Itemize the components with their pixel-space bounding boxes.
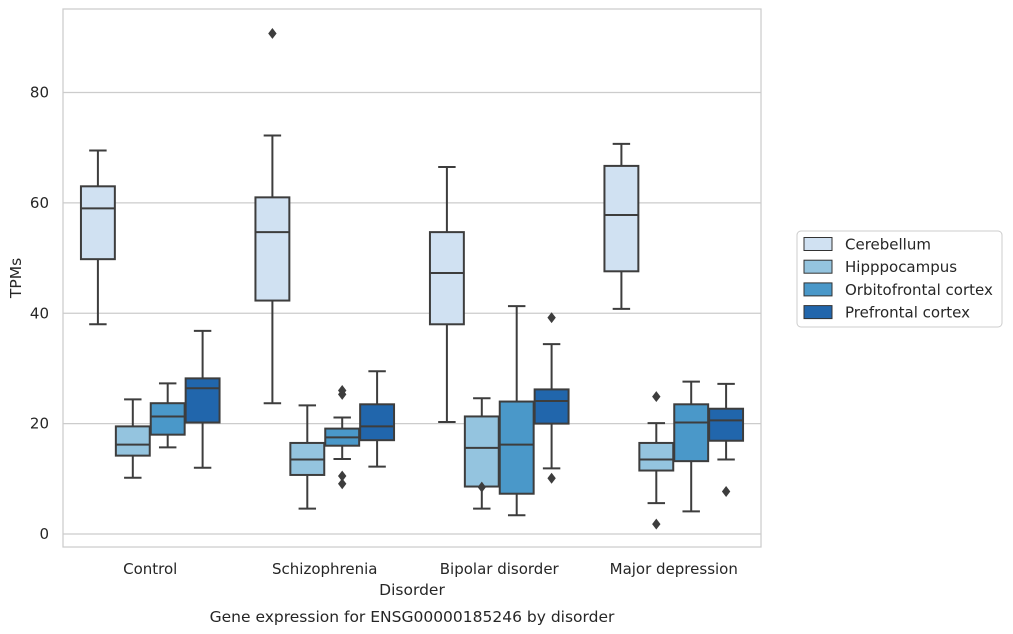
outlier-point bbox=[547, 312, 556, 324]
legend-label: Hipppocampus bbox=[845, 258, 957, 276]
y-tick-label: 0 bbox=[39, 525, 49, 543]
outlier-point bbox=[268, 27, 277, 39]
box-iqr bbox=[79, 185, 116, 261]
box-iqr bbox=[114, 425, 151, 457]
outlier-point bbox=[721, 486, 731, 497]
box-orbitofrontal-cortex bbox=[498, 305, 535, 517]
y-tick-label: 40 bbox=[30, 304, 49, 322]
box-hipppocampus bbox=[638, 391, 675, 530]
y-axis-title: TPMs bbox=[7, 258, 25, 299]
box-iqr bbox=[638, 441, 675, 472]
chart-caption: Gene expression for ENSG00000185246 by d… bbox=[210, 608, 615, 626]
legend-label: Prefrontal cortex bbox=[845, 304, 970, 322]
x-tick-label: Major depression bbox=[610, 560, 738, 578]
box-orbitofrontal-cortex bbox=[149, 382, 186, 449]
box-iqr bbox=[428, 231, 465, 326]
outlier-point bbox=[652, 518, 661, 530]
legend-swatch bbox=[803, 259, 833, 274]
legend-swatch bbox=[803, 305, 833, 320]
box-iqr bbox=[708, 407, 745, 442]
box-hipppocampus bbox=[114, 398, 151, 479]
box-orbitofrontal-cortex bbox=[324, 385, 361, 490]
outlier-point bbox=[338, 470, 347, 482]
box-cerebellum bbox=[428, 166, 465, 423]
outlier-point bbox=[338, 385, 347, 396]
box-series bbox=[79, 27, 745, 530]
box-iqr bbox=[533, 388, 570, 425]
box-prefrontal-cortex bbox=[359, 370, 396, 468]
x-tick-label: Control bbox=[123, 560, 177, 578]
box-cerebellum bbox=[254, 27, 291, 405]
legend-swatch bbox=[803, 282, 833, 297]
box-iqr bbox=[673, 403, 710, 463]
outlier-point bbox=[338, 478, 347, 490]
x-tick-label: Schizophrenia bbox=[272, 560, 377, 578]
outlier-point bbox=[547, 472, 556, 484]
box-iqr bbox=[359, 403, 396, 442]
box-cerebellum bbox=[603, 142, 640, 310]
box-iqr bbox=[254, 196, 291, 302]
box-iqr bbox=[184, 377, 221, 424]
box-iqr bbox=[603, 164, 640, 273]
x-axis-title: Disorder bbox=[379, 581, 445, 599]
box-orbitofrontal-cortex bbox=[673, 380, 710, 513]
y-tick-labels: 0 20 40 60 80 bbox=[30, 84, 49, 544]
y-tick-label: 60 bbox=[30, 194, 49, 212]
outlier-point bbox=[652, 391, 661, 403]
box-hipppocampus bbox=[289, 404, 326, 510]
legend: Cerebellum Hipppocampus Orbitofrontal cort… bbox=[796, 230, 1003, 328]
box-iqr bbox=[463, 415, 500, 488]
box-iqr bbox=[498, 400, 535, 495]
y-tick-label: 80 bbox=[30, 84, 49, 102]
legend-frame bbox=[796, 230, 1003, 328]
box-iqr bbox=[149, 402, 186, 436]
legend-label: Cerebellum bbox=[845, 236, 931, 254]
box-hipppocampus bbox=[463, 397, 500, 510]
plot-frame bbox=[62, 8, 762, 548]
x-tick-labels: Control Schizophrenia Bipolar disorder Majo… bbox=[123, 560, 738, 578]
y-tick-label: 20 bbox=[30, 415, 49, 433]
legend-label: Orbitofrontal cortex bbox=[845, 281, 993, 299]
outlier-point bbox=[477, 481, 486, 493]
box-prefrontal-cortex bbox=[708, 382, 745, 497]
box-prefrontal-cortex bbox=[533, 312, 570, 484]
box-prefrontal-cortex bbox=[184, 329, 221, 469]
legend-swatch bbox=[803, 237, 833, 251]
box-cerebellum bbox=[79, 149, 116, 326]
x-tick-label: Bipolar disorder bbox=[440, 560, 560, 578]
